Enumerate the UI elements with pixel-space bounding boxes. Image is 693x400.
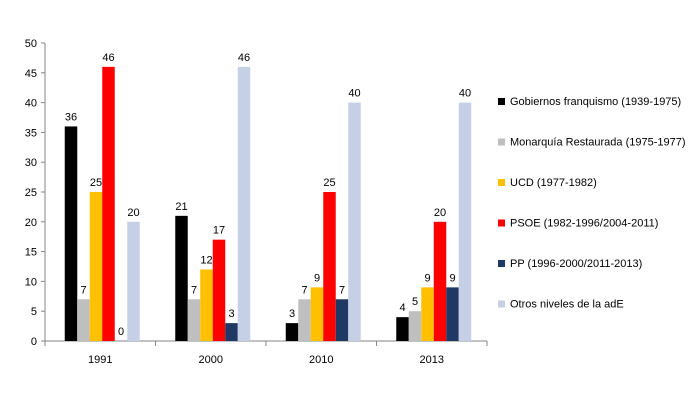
- legend-label: Monarquía Restaurada (1975-1977): [510, 137, 686, 149]
- legend-swatch: [498, 98, 505, 105]
- y-tick-label: 35: [25, 127, 37, 139]
- legend-swatch: [498, 138, 505, 146]
- data-label: 40: [348, 88, 360, 100]
- data-label: 17: [213, 225, 225, 237]
- bar: [396, 317, 409, 341]
- legend-swatch: [498, 300, 505, 308]
- bar: [64, 126, 78, 341]
- data-label: 36: [65, 111, 77, 123]
- bar: [298, 299, 311, 341]
- data-label: 4: [399, 302, 405, 314]
- y-axis-ticks: 0 5 10 15 20 25 30 35 40 45 50: [25, 38, 45, 348]
- data-label: 20: [434, 207, 446, 219]
- y-tick-label: 50: [25, 38, 37, 50]
- data-label: 9: [449, 272, 455, 284]
- legend-swatch: [498, 260, 505, 267]
- legend: Gobiernos franquismo (1939-1975) Monarquí…: [498, 96, 686, 311]
- data-label: 0: [118, 326, 124, 338]
- data-label: 12: [200, 254, 212, 266]
- data-label: 46: [102, 52, 114, 64]
- bar: [225, 323, 238, 341]
- bar: [433, 221, 447, 341]
- bar: [323, 192, 336, 341]
- data-label: 7: [301, 284, 307, 296]
- y-tick-label: 10: [25, 276, 37, 288]
- bar: [102, 66, 115, 341]
- bar: [348, 102, 361, 341]
- bar: [285, 323, 299, 341]
- data-label: 46: [238, 52, 250, 64]
- data-label: 25: [323, 177, 335, 189]
- legend-label: Gobiernos franquismo (1939-1975): [510, 96, 681, 108]
- x-category-label: 2013: [420, 354, 444, 366]
- bar: [200, 269, 213, 341]
- data-label: 25: [90, 177, 102, 189]
- data-label: 7: [80, 284, 86, 296]
- y-tick-label: 0: [31, 336, 37, 348]
- y-tick-label: 15: [25, 247, 37, 259]
- bar: [175, 215, 188, 341]
- legend-swatch: [498, 219, 505, 227]
- y-tick-label: 45: [25, 68, 37, 80]
- y-tick-label: 30: [25, 157, 37, 169]
- data-label: 9: [424, 272, 430, 284]
- bar: [421, 287, 434, 341]
- bar: [187, 299, 201, 341]
- x-category-label: 2010: [309, 354, 333, 366]
- data-label: 3: [228, 308, 234, 320]
- bar: [237, 66, 251, 341]
- legend-swatch: [498, 179, 505, 186]
- data-label: 21: [175, 201, 187, 213]
- data-label: 3: [289, 308, 295, 320]
- data-label: 9: [314, 272, 320, 284]
- x-axis-categories: 1991 2000 2010 2013: [44, 341, 488, 366]
- data-label: 20: [127, 207, 139, 219]
- legend-label: UCD (1977-1982): [510, 177, 597, 189]
- data-label: 7: [339, 284, 345, 296]
- bars: [64, 66, 472, 341]
- legend-label: Otros niveles de la adE: [510, 299, 624, 311]
- bar: [458, 102, 472, 341]
- bar: [335, 299, 349, 341]
- bar: [127, 221, 140, 341]
- y-tick-label: 5: [31, 306, 37, 318]
- bar: [77, 299, 90, 341]
- bar: [212, 239, 226, 341]
- legend-label: PP (1996-2000/2011-2013): [510, 258, 642, 270]
- y-tick-label: 20: [25, 217, 37, 229]
- data-label: 5: [412, 296, 418, 308]
- bar: [408, 311, 422, 341]
- data-label: 40: [459, 88, 471, 100]
- data-label: 7: [191, 284, 197, 296]
- bar: [446, 287, 459, 341]
- bar: [89, 192, 103, 341]
- y-tick-label: 40: [25, 98, 37, 110]
- bar: [310, 287, 324, 341]
- legend-label: PSOE (1982-1996/2004-2011): [510, 218, 658, 230]
- x-category-label: 1991: [88, 354, 112, 366]
- x-category-label: 2000: [199, 354, 223, 366]
- y-tick-label: 25: [25, 187, 37, 199]
